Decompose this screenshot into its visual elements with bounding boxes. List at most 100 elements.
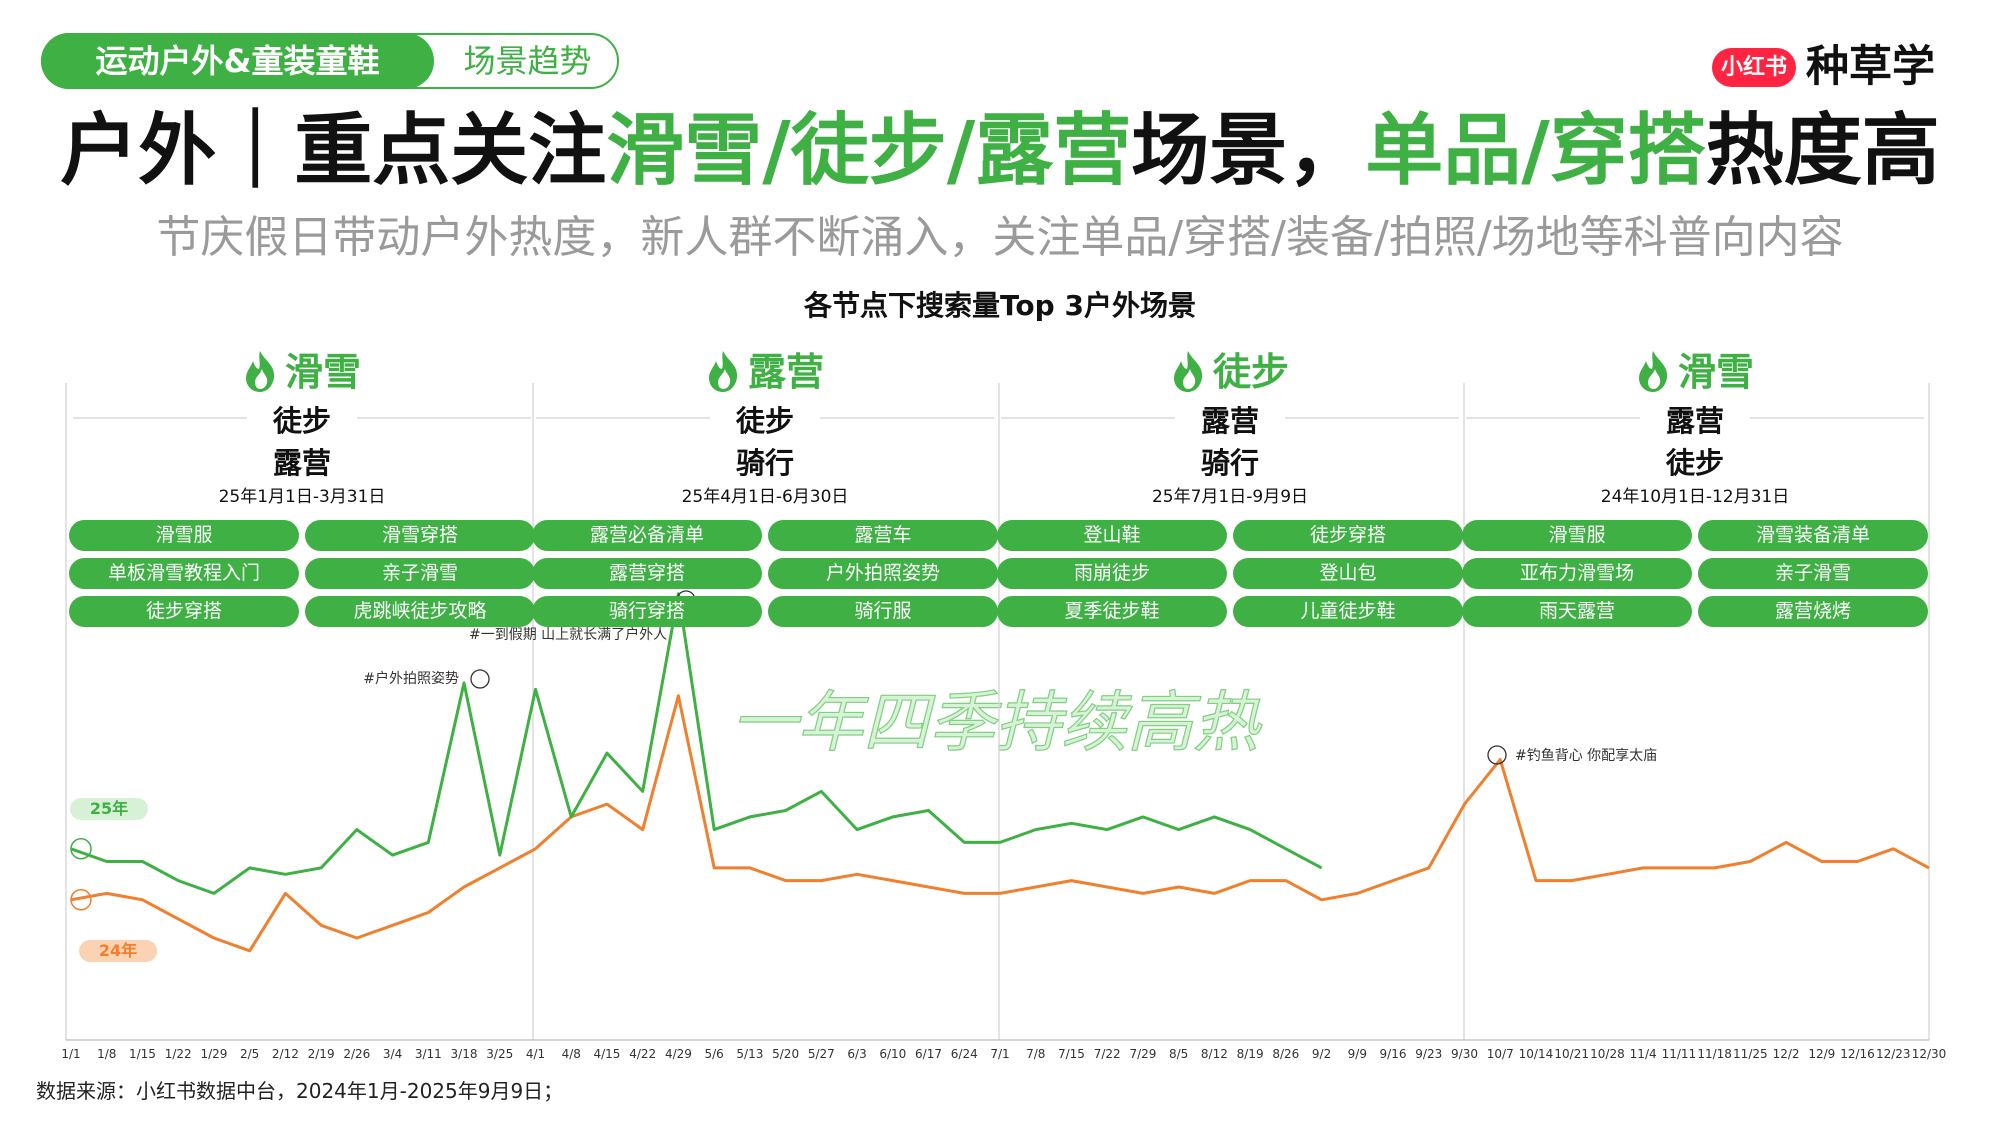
section-top-label: 滑雪 [284, 350, 361, 394]
title-segment: 单品/穿搭 [1365, 106, 1706, 196]
tag-row: 登山鞋 徒步穿搭 [997, 520, 1463, 551]
x-tick-label: 2/19 [308, 1047, 335, 1061]
x-tick-label: 11/25 [1733, 1047, 1768, 1061]
section-top: 露营 [532, 344, 998, 400]
x-tick-label: 7/1 [990, 1047, 1009, 1061]
x-tick-label: 2/26 [343, 1047, 370, 1061]
tag-row: 亚布力滑雪场 亲子滑雪 [1462, 558, 1928, 589]
x-tick-label: 10/21 [1554, 1047, 1589, 1061]
x-tick-label: 7/8 [1026, 1047, 1045, 1061]
x-tick-label: 12/2 [1773, 1047, 1800, 1061]
x-tick-label: 12/23 [1876, 1047, 1911, 1061]
x-tick-label: 7/15 [1058, 1047, 1085, 1061]
tag-row: 雨天露营 露营烧烤 [1462, 596, 1928, 627]
x-tick-label: 2/5 [240, 1047, 259, 1061]
x-tick-label: 7/29 [1129, 1047, 1156, 1061]
tag-rows: 滑雪服 滑雪穿搭 单板滑雪教程入门 亲子滑雪 徒步穿搭 虎跳峡徒步攻略 [69, 520, 535, 627]
x-tick-label: 4/15 [593, 1047, 620, 1061]
x-tick-label: 4/8 [562, 1047, 581, 1061]
section-second: 露营 [1665, 404, 1724, 438]
annotation: #户外拍照姿势 [363, 670, 459, 687]
tag: 登山鞋 [997, 520, 1227, 551]
series-line [70, 592, 1323, 895]
legend-pill [70, 798, 148, 820]
x-tick-label: 2/12 [272, 1047, 299, 1061]
section-dates: 25年4月1日-6月30日 [681, 487, 849, 507]
tag: 亲子滑雪 [1698, 558, 1928, 589]
slogan: 一年四季持续高热 [731, 684, 1263, 761]
x-tick-label: 5/27 [808, 1047, 835, 1061]
x-tick-label: 3/18 [451, 1047, 478, 1061]
legend-marker [70, 838, 92, 860]
section-top: 滑雪 [1462, 344, 1928, 400]
tag: 滑雪服 [1462, 520, 1692, 551]
section-third: 骑行 [1200, 446, 1259, 480]
x-tick-label: 1/8 [97, 1047, 116, 1061]
x-tick-label: 12/9 [1808, 1047, 1835, 1061]
x-tick-label: 6/17 [915, 1047, 942, 1061]
section-third: 骑行 [735, 446, 794, 480]
x-tick-label: 9/2 [1312, 1047, 1331, 1061]
legend-pill [79, 940, 157, 962]
tag: 徒步穿搭 [69, 596, 299, 627]
section: 露营徒步骑行 25年4月1日-6月30日露营必备清单 露营车 露营穿搭 户外拍照姿势 骑行… [532, 344, 998, 634]
x-tick-label: 11/18 [1697, 1047, 1732, 1061]
tag: 单板滑雪教程入门 [69, 558, 299, 589]
x-tick-label: 1/1 [61, 1047, 80, 1061]
section-second: 徒步 [272, 404, 331, 438]
section-second: 徒步 [735, 404, 794, 438]
x-tick-label: 5/20 [772, 1047, 799, 1061]
x-tick-label: 1/15 [129, 1047, 156, 1061]
x-tick-label: 8/5 [1169, 1047, 1188, 1061]
annotation-marker [1487, 745, 1507, 765]
x-tick-label: 11/11 [1662, 1047, 1697, 1061]
section-top: 滑雪 [69, 344, 535, 400]
x-tick-label: 12/16 [1840, 1047, 1875, 1061]
title-segment: 滑雪/徒步/露营 [606, 106, 1132, 196]
tag: 骑行穿搭 [532, 596, 762, 627]
section-dates: 25年1月1日-3月31日 [218, 487, 386, 507]
x-tick-label: 5/13 [736, 1047, 763, 1061]
tag: 登山包 [1233, 558, 1463, 589]
section-third: 露营 [272, 446, 331, 480]
x-tick-label: 1/29 [200, 1047, 227, 1061]
annotation-marker [470, 669, 490, 689]
x-tick-label: 8/12 [1201, 1047, 1228, 1061]
tag: 雨天露营 [1462, 596, 1692, 627]
x-tick-label: 7/22 [1094, 1047, 1121, 1061]
legend-label: 24年 [99, 941, 137, 960]
flame-icon [245, 351, 275, 392]
x-tick-label: 6/10 [879, 1047, 906, 1061]
section-second: 露营 [1200, 404, 1259, 438]
x-tick-label: 6/3 [847, 1047, 866, 1061]
tag-rows: 露营必备清单 露营车 露营穿搭 户外拍照姿势 骑行穿搭 骑行服 [532, 520, 998, 627]
section-top-label: 徒步 [1212, 350, 1289, 394]
title-segment: 场景， [1131, 106, 1366, 196]
tag-row: 夏季徒步鞋 儿童徒步鞋 [997, 596, 1463, 627]
tag: 亲子滑雪 [305, 558, 535, 589]
header-tag2: 场景趋势 [463, 42, 592, 80]
x-tick-label: 4/29 [665, 1047, 692, 1061]
tag: 滑雪穿搭 [305, 520, 535, 551]
tag-row: 雨崩徒步 登山包 [997, 558, 1463, 589]
x-tick-label: 8/26 [1272, 1047, 1299, 1061]
source: 数据来源：小红书数据中台，2024年1月-2025年9月9日； [36, 1079, 564, 1103]
x-tick-label: 10/14 [1519, 1047, 1554, 1061]
x-tick-label: 3/11 [415, 1047, 442, 1061]
x-tick-label: 6/24 [951, 1047, 978, 1061]
x-tick-label: 4/22 [629, 1047, 656, 1061]
tag: 露营必备清单 [532, 520, 762, 551]
section: 滑雪徒步露营 25年1月1日-3月31日滑雪服 滑雪穿搭 单板滑雪教程入门 亲子滑雪 徒步… [69, 344, 535, 634]
section-dates: 25年7月1日-9月9日 [1151, 487, 1309, 507]
x-tick-label: 9/9 [1348, 1047, 1367, 1061]
tag: 儿童徒步鞋 [1233, 596, 1463, 627]
tag: 夏季徒步鞋 [997, 596, 1227, 627]
header-tag: 运动户外&童装童鞋 [41, 33, 434, 89]
section-top-label: 露营 [747, 350, 824, 394]
x-tick-label: 10/7 [1487, 1047, 1514, 1061]
x-tick-label: 3/25 [486, 1047, 513, 1061]
tag-row: 滑雪服 滑雪装备清单 [1462, 520, 1928, 551]
x-tick-label: 9/16 [1380, 1047, 1407, 1061]
tag: 骑行服 [768, 596, 998, 627]
